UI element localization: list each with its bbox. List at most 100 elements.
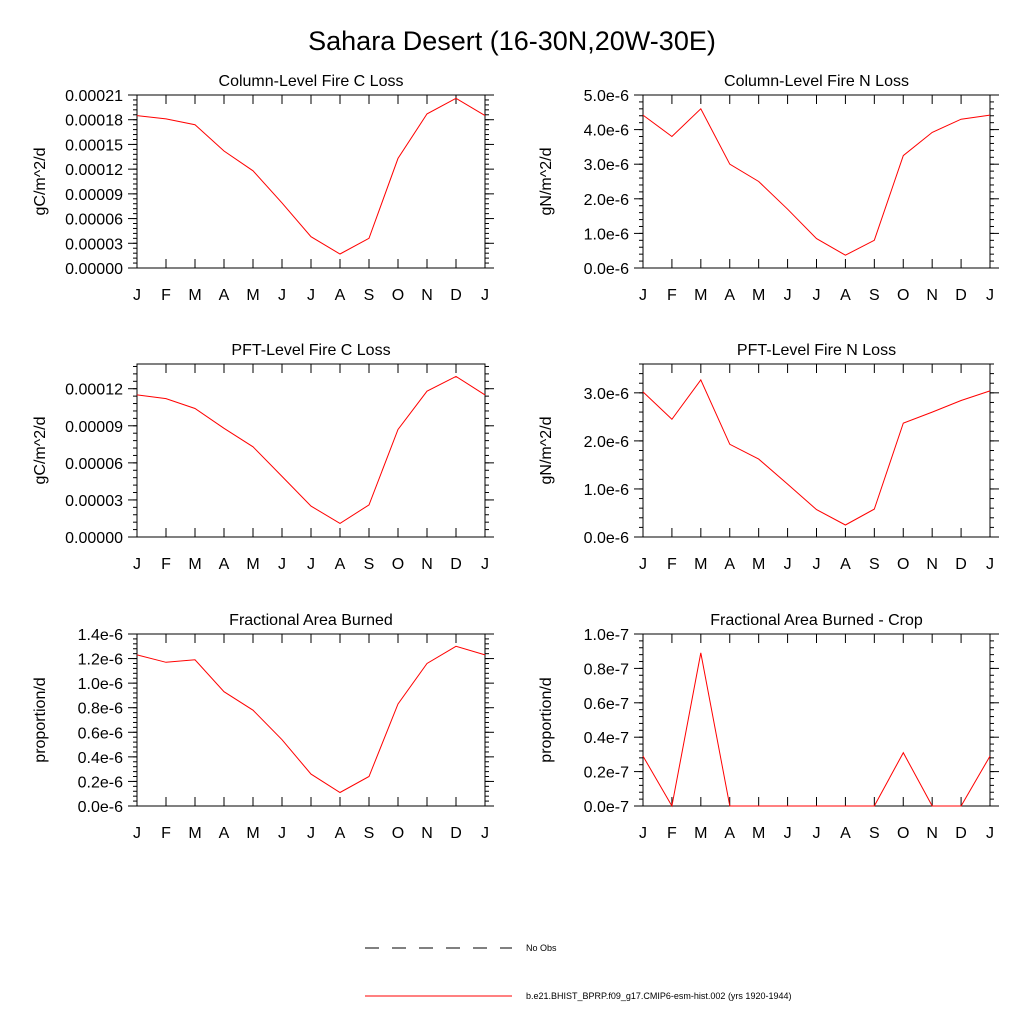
y-tick-label: 1.2e-6 [78,652,123,669]
x-tick-label: D [450,287,462,304]
x-tick-label: A [335,825,346,842]
x-tick-label: J [481,287,489,304]
x-tick-label: S [869,287,880,304]
panel-title: Fractional Area Burned - Crop [710,612,923,629]
x-tick-label: M [752,556,765,573]
y-tick-label: 0.2e-6 [78,774,123,791]
plot-frame [136,94,486,269]
x-tick-label: D [955,287,967,304]
x-tick-label: F [667,287,677,304]
y-tick-label: 0.4e-6 [78,750,123,767]
x-tick-label: J [307,556,315,573]
x-tick-label: M [246,825,259,842]
series-line [642,378,991,526]
legend-label-model: b.e21.BHIST_BPRP.f09_g17.CMIP6-esm-hist.… [526,991,791,1001]
panel-title: PFT-Level Fire C Loss [231,342,390,359]
x-tick-label: F [667,825,677,842]
x-tick-label: O [392,825,404,842]
x-tick-label: F [161,825,171,842]
x-tick-label: J [278,287,286,304]
x-tick-label: A [219,825,230,842]
x-tick-label: D [955,825,967,842]
y-tick-label: 0.8e-7 [584,661,629,678]
y-tick-label: 0.0e-6 [78,799,123,816]
y-tick-label: 0.00012 [65,382,123,399]
y-tick-label: 0.00003 [65,236,123,253]
plot-frame [136,363,486,538]
chart-panel: Fractional Area Burned - Crop proportion/… [538,612,999,842]
plot-frame [642,633,991,807]
x-tick-label: A [840,556,851,573]
x-tick-label: A [840,287,851,304]
y-axis-label: gC/m^2/d [32,148,49,216]
panel-title: Column-Level Fire N Loss [724,73,909,90]
x-tick-label: J [784,825,792,842]
y-tick-label: 0.0e-7 [584,799,629,816]
x-tick-label: M [752,287,765,304]
y-tick-label: 0.00006 [65,456,123,473]
y-axis-label: proportion/d [538,677,555,762]
x-tick-label: J [986,287,994,304]
x-tick-label: S [364,287,375,304]
x-tick-label: J [813,287,821,304]
x-tick-label: F [667,556,677,573]
x-tick-label: J [307,825,315,842]
y-tick-label: 0.6e-7 [584,696,629,713]
y-axis-label: gC/m^2/d [32,417,49,485]
legend: No Obs b.e21.BHIST_BPRP.f09_g17.CMIP6-es… [365,943,791,1001]
y-tick-label: 2.0e-6 [584,192,629,209]
y-tick-label: 0.0e-6 [584,530,629,547]
y-tick-label: 0.00012 [65,162,123,179]
x-tick-label: J [639,556,647,573]
y-tick-label: 1.0e-6 [584,482,629,499]
x-tick-label: N [421,825,433,842]
y-tick-label: 1.0e-6 [584,226,629,243]
series-line [136,645,486,794]
x-tick-label: M [694,825,707,842]
x-tick-label: M [694,556,707,573]
series-line [136,375,486,524]
x-tick-label: A [724,287,735,304]
x-tick-label: A [335,556,346,573]
y-tick-label: 0.00015 [65,137,123,154]
x-tick-label: N [926,287,938,304]
y-tick-label: 0.2e-7 [584,765,629,782]
y-tick-label: 0.6e-6 [78,725,123,742]
y-tick-label: 0.00000 [65,530,123,547]
y-axis-label: proportion/d [32,677,49,762]
x-tick-label: O [897,825,909,842]
y-tick-label: 0.00009 [65,187,123,204]
y-tick-label: 0.00006 [65,212,123,229]
x-tick-label: J [133,287,141,304]
x-tick-label: N [926,556,938,573]
x-tick-label: D [450,556,462,573]
x-tick-label: M [188,287,201,304]
x-tick-label: N [421,556,433,573]
x-tick-label: D [955,556,967,573]
y-axis-label: gN/m^2/d [538,148,555,216]
y-tick-label: 0.00021 [65,88,123,105]
x-tick-label: J [133,825,141,842]
x-tick-label: O [897,287,909,304]
y-tick-label: 5.0e-6 [584,88,629,105]
x-tick-label: J [986,556,994,573]
series-line [642,652,991,808]
x-tick-label: A [724,825,735,842]
x-tick-label: J [133,556,141,573]
y-tick-label: 0.00000 [65,261,123,278]
x-tick-label: O [392,287,404,304]
x-tick-label: J [784,287,792,304]
x-tick-label: J [481,556,489,573]
x-tick-label: O [897,556,909,573]
x-tick-label: J [784,556,792,573]
x-tick-label: M [752,825,765,842]
y-tick-label: 3.0e-6 [584,386,629,403]
x-tick-label: J [813,556,821,573]
x-tick-label: S [364,825,375,842]
y-tick-label: 0.4e-7 [584,730,629,747]
